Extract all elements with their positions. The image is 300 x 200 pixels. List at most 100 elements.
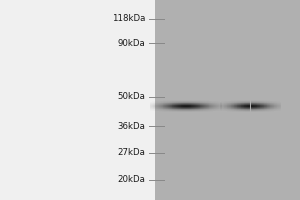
Bar xyxy=(160,107,161,108)
Bar xyxy=(252,100,253,101)
Bar xyxy=(226,110,227,111)
Bar xyxy=(166,102,167,103)
Bar xyxy=(211,110,212,111)
Bar xyxy=(218,102,219,103)
Bar xyxy=(169,103,170,104)
Bar xyxy=(180,100,181,101)
Bar xyxy=(196,107,197,108)
Bar xyxy=(272,103,273,104)
Bar xyxy=(216,102,217,103)
Bar xyxy=(256,110,257,111)
Bar xyxy=(266,110,267,111)
Bar xyxy=(249,110,250,111)
Bar xyxy=(241,108,242,109)
Bar xyxy=(268,103,269,104)
Bar xyxy=(204,100,205,101)
Bar xyxy=(192,104,193,105)
Bar xyxy=(267,100,268,101)
Bar xyxy=(269,102,270,103)
Bar xyxy=(246,109,247,110)
Bar xyxy=(0,0,154,200)
Bar xyxy=(237,110,238,111)
Bar xyxy=(275,105,276,106)
Bar xyxy=(251,101,252,102)
Bar xyxy=(240,111,241,112)
Bar xyxy=(267,108,268,109)
Bar xyxy=(238,110,239,111)
Bar xyxy=(254,105,255,106)
Bar xyxy=(221,105,222,106)
Bar xyxy=(194,100,195,101)
Bar xyxy=(239,109,240,110)
Bar xyxy=(195,104,196,105)
Bar xyxy=(181,110,182,111)
Bar xyxy=(276,105,277,106)
Bar xyxy=(235,102,236,103)
Bar xyxy=(200,100,201,101)
Bar xyxy=(223,107,224,108)
Bar xyxy=(195,109,196,110)
Bar xyxy=(184,111,185,112)
Bar xyxy=(278,102,279,103)
Bar xyxy=(226,102,227,103)
Bar xyxy=(234,108,235,109)
Bar xyxy=(196,105,197,106)
Bar xyxy=(192,109,193,110)
Bar xyxy=(230,102,231,103)
Bar xyxy=(151,105,152,106)
Bar xyxy=(205,104,206,105)
Bar xyxy=(257,108,258,109)
Bar xyxy=(187,107,188,108)
Bar xyxy=(187,100,188,101)
Bar xyxy=(176,106,177,107)
Bar xyxy=(167,107,168,108)
Bar xyxy=(247,111,248,112)
Bar xyxy=(171,101,172,102)
Bar xyxy=(274,104,275,105)
Bar xyxy=(197,108,198,109)
Bar xyxy=(245,104,246,105)
Bar xyxy=(208,107,209,108)
Bar xyxy=(220,107,221,108)
Bar xyxy=(275,101,276,102)
Bar xyxy=(275,107,276,108)
Bar xyxy=(222,101,223,102)
Bar xyxy=(255,108,256,109)
Bar xyxy=(167,100,168,101)
Bar xyxy=(160,111,161,112)
Bar xyxy=(198,106,199,107)
Bar xyxy=(260,109,261,110)
Bar xyxy=(239,107,240,108)
Bar xyxy=(194,106,195,107)
Bar xyxy=(266,109,267,110)
Bar xyxy=(151,102,152,103)
Bar xyxy=(200,102,201,103)
Bar xyxy=(269,104,270,105)
Bar xyxy=(215,105,216,106)
Bar xyxy=(200,104,201,105)
Bar xyxy=(170,109,171,110)
Bar xyxy=(193,108,194,109)
Bar xyxy=(199,105,200,106)
Bar xyxy=(165,101,166,102)
Bar xyxy=(220,105,221,106)
Bar xyxy=(221,106,222,107)
Bar xyxy=(251,107,252,108)
Bar xyxy=(223,108,224,109)
Bar xyxy=(234,107,235,108)
Bar xyxy=(158,107,159,108)
Bar xyxy=(236,110,237,111)
Bar xyxy=(205,108,206,109)
Bar xyxy=(179,101,180,102)
Bar xyxy=(200,106,201,107)
Bar xyxy=(213,109,214,110)
Bar xyxy=(255,109,256,110)
Bar xyxy=(193,103,194,104)
Bar xyxy=(184,108,185,109)
Bar xyxy=(178,101,179,102)
Bar xyxy=(274,101,275,102)
Bar xyxy=(168,105,169,106)
Bar xyxy=(221,108,222,109)
Bar xyxy=(205,103,206,104)
Bar xyxy=(176,103,177,104)
